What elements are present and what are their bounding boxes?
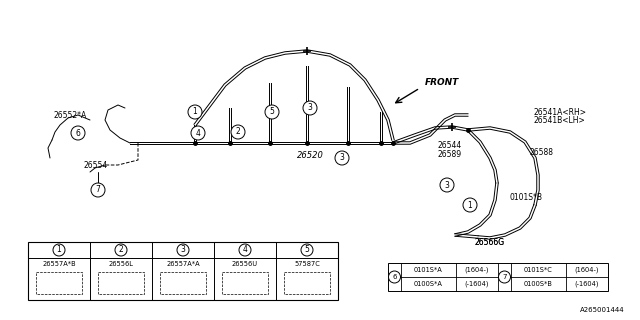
Text: 26566G: 26566G [475,238,505,247]
Text: 3: 3 [180,245,186,254]
Text: 26541B<LH>: 26541B<LH> [533,116,585,125]
Circle shape [53,244,65,256]
Text: FRONT: FRONT [425,78,460,87]
Text: 26557A*B: 26557A*B [42,261,76,267]
Text: 2: 2 [236,127,241,137]
Text: 3: 3 [445,180,449,189]
Circle shape [91,183,105,197]
Text: 57587C: 57587C [294,261,320,267]
Text: (-1604): (-1604) [575,281,599,287]
Circle shape [440,178,454,192]
Bar [28,242,338,300]
Circle shape [177,244,189,256]
Text: 3: 3 [340,154,344,163]
Bar [98,272,144,294]
Text: 7: 7 [95,186,100,195]
Text: 26552*A: 26552*A [53,111,86,120]
Text: 0101S*C: 0101S*C [524,267,553,273]
Text: 1: 1 [56,245,61,254]
Text: 1: 1 [193,108,197,116]
Text: 4: 4 [196,129,200,138]
Text: 0100S*B: 0100S*B [524,281,553,287]
Text: 6: 6 [76,129,81,138]
Text: 1: 1 [468,201,472,210]
Text: 26554: 26554 [83,161,108,170]
Text: 5: 5 [305,245,309,254]
Circle shape [303,101,317,115]
Text: 26588: 26588 [530,148,554,157]
Text: (1604-): (1604-) [575,267,599,273]
Bar [388,263,608,291]
Bar [284,272,330,294]
Bar [160,272,206,294]
Circle shape [499,271,511,283]
Circle shape [463,198,477,212]
Text: A265001444: A265001444 [580,307,625,313]
Circle shape [301,244,313,256]
Circle shape [115,244,127,256]
Circle shape [335,151,349,165]
Text: 0100S*A: 0100S*A [414,281,443,287]
Text: 26556U: 26556U [232,261,258,267]
Text: 26566G: 26566G [475,238,505,247]
Text: 26541A<RH>: 26541A<RH> [533,108,586,117]
Circle shape [265,105,279,119]
Text: 26556L: 26556L [109,261,133,267]
Text: 3: 3 [308,103,312,113]
Circle shape [191,126,205,140]
Bar [222,272,268,294]
Text: 26557A*A: 26557A*A [166,261,200,267]
Text: 26589: 26589 [438,150,462,159]
Circle shape [231,125,245,139]
Circle shape [188,105,202,119]
Text: 6: 6 [392,274,397,280]
Text: 26544: 26544 [438,141,462,150]
Circle shape [239,244,251,256]
Text: 7: 7 [502,274,507,280]
Circle shape [388,271,401,283]
Text: (1604-): (1604-) [465,267,489,273]
Text: 26520: 26520 [296,151,323,160]
Bar [36,272,82,294]
Text: (-1604): (-1604) [465,281,489,287]
Text: 5: 5 [269,108,275,116]
Text: 2: 2 [118,245,124,254]
Text: 0101S*B: 0101S*B [510,193,543,202]
Text: 4: 4 [243,245,248,254]
Circle shape [71,126,85,140]
Text: 0101S*A: 0101S*A [414,267,443,273]
